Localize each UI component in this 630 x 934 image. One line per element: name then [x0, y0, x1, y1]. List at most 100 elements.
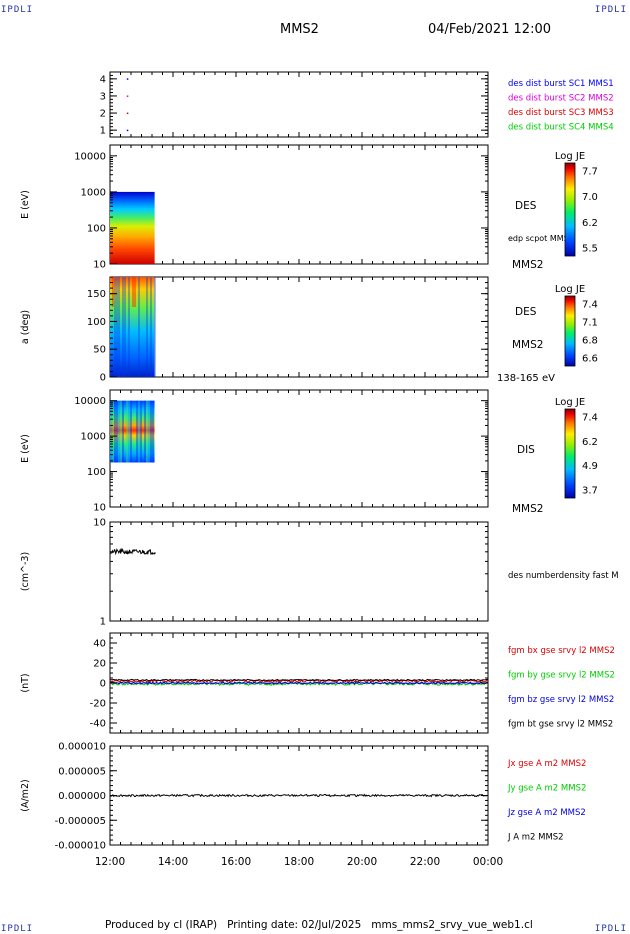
colorbar-tick-label: 7.4: [582, 413, 598, 424]
y-tick-label: 0: [100, 373, 106, 384]
colorbar-tick-label: 4.9: [582, 461, 598, 472]
y-tick-label: 100: [87, 223, 106, 234]
des-energy-heatmap: [110, 191, 155, 264]
legend-entry: des numberdensity fast M: [508, 571, 619, 581]
pitch-angle-stripe: [118, 277, 120, 377]
dis-energy-heatmap-stripe: [110, 400, 112, 463]
y-axis-label: E (eV): [20, 434, 31, 463]
x-tick-label: 16:00: [221, 856, 251, 868]
panel-frame: [109, 144, 489, 265]
legend-entry: Jz gse A m2 MMS2: [507, 808, 586, 818]
pitch-angle-stripe: [114, 277, 116, 377]
corner-label-top-right: IPDLI: [594, 5, 627, 15]
panel-frame: [109, 71, 489, 138]
y-axis-label: (cm^-3): [20, 552, 31, 591]
y-axis-label: (nT): [20, 673, 31, 692]
side-label: MMS2: [512, 503, 543, 515]
y-tick-label: 1: [100, 126, 106, 137]
dis-energy-heatmap-stripe: [144, 400, 146, 463]
y-tick-label: 1: [100, 617, 106, 628]
y-tick-label: 1000: [81, 187, 106, 198]
footer-credits: Produced by cl (IRAP) Printing date: 02/…: [105, 919, 533, 931]
current-series-line: [109, 793, 488, 798]
y-axis-label: a (deg): [20, 310, 31, 344]
side-label: MMS2: [512, 339, 543, 351]
y-axis-label: (A/m2): [20, 779, 31, 811]
x-tick-label: 18:00: [284, 856, 314, 868]
field-series-line: [109, 681, 489, 685]
legend-entry: des dist burst SC4 MMS4: [508, 123, 614, 133]
colorbar: [564, 295, 576, 367]
burst-marker: [126, 112, 129, 115]
corner-label-top-left: IPDLI: [1, 5, 34, 15]
pitch-angle-heatmap: [110, 277, 155, 377]
y-axis-label: E (eV): [20, 190, 31, 219]
colorbar-tick-label: 6.2: [582, 218, 598, 229]
colorbar-tick-label: 6.6: [582, 354, 598, 365]
field-series-line: [109, 678, 489, 682]
x-tick-label: 22:00: [410, 856, 440, 868]
pitch-angle-stripe: [138, 277, 140, 377]
dis-energy-heatmap-stripe: [122, 400, 124, 463]
side-label: DIS: [517, 444, 535, 456]
colorbar-tick-label: 7.4: [582, 300, 598, 311]
dis-energy-heatmap-stripe: [140, 400, 142, 463]
x-tick-label: 14:00: [158, 856, 188, 868]
y-tick-label: 4: [100, 74, 106, 85]
colorbar-tick-label: 3.7: [582, 486, 598, 497]
legend-entry: des dist burst SC2 MMS2: [508, 94, 614, 104]
y-tick-label: 0.000010: [58, 742, 106, 753]
side-label: DES: [515, 306, 537, 318]
y-tick-label: 150: [87, 289, 106, 300]
y-tick-label: 10000: [74, 151, 106, 162]
dis-energy-heatmap-stripe: [126, 400, 128, 463]
y-tick-label: 20: [93, 659, 106, 670]
colorbar: [564, 408, 576, 499]
dis-energy-heatmap-stripe: [130, 400, 132, 463]
colorbar-tick-label: 7.1: [582, 318, 598, 329]
colorbar-title: Log JE: [555, 151, 585, 162]
corner-label-bottom-left: IPDLI: [1, 924, 34, 934]
colorbar-tick-label: 6.8: [582, 336, 598, 347]
dis-energy-heatmap-stripe: [150, 400, 152, 463]
side-label: DES: [515, 200, 537, 212]
panel-frame: [109, 389, 489, 508]
y-tick-label: 10: [93, 518, 106, 529]
dis-energy-heatmap-stripe: [136, 400, 138, 463]
burst-marker: [126, 78, 129, 80]
dis-energy-heatmap-stripe: [138, 400, 140, 463]
y-tick-label: 0.000005: [58, 766, 106, 777]
dis-energy-heatmap-stripe: [116, 400, 118, 463]
dis-energy-heatmap-stripe: [128, 400, 130, 463]
legend-entry: fgm bt gse srvy l2 MMS2: [508, 720, 613, 730]
side-label: MMS2: [512, 259, 543, 271]
colorbar-tick-label: 7.0: [582, 192, 598, 203]
pitch-angle-stripe: [132, 277, 134, 307]
legend-entry: Jx gse A m2 MMS2: [507, 759, 586, 769]
spacecraft-title: MMS2: [280, 22, 319, 37]
y-tick-label: -0.000010: [55, 841, 106, 852]
legend-entry: fgm bx gse srvy l2 MMS2: [508, 646, 615, 656]
y-tick-label: 2: [100, 109, 106, 120]
dis-energy-heatmap-stripe: [112, 400, 114, 463]
legend-entry: J A m2 MMS2: [507, 833, 564, 843]
pitch-angle-stripe: [134, 277, 136, 307]
dis-energy-heatmap-stripe: [120, 400, 122, 463]
colorbar-tick-label: 5.5: [582, 244, 598, 255]
density-series-line: [109, 547, 156, 556]
y-tick-label: 0: [100, 679, 106, 690]
dis-energy-heatmap: [110, 400, 155, 463]
colorbar-title: Log JE: [555, 397, 585, 408]
pitch-angle-stripe: [124, 277, 126, 377]
y-tick-label: 3: [100, 91, 106, 102]
y-tick-label: -0.000005: [55, 816, 106, 827]
legend-entry: des dist burst SC3 MMS3: [508, 108, 614, 118]
datetime-title: 04/Feb/2021 12:00: [428, 22, 551, 37]
field-series-line: [109, 682, 489, 686]
pitch-angle-stripe: [122, 277, 124, 377]
y-tick-label: 10000: [74, 396, 106, 407]
dis-energy-heatmap-stripe: [146, 400, 148, 463]
legend-entry: des dist burst SC1 MMS1: [508, 79, 614, 89]
pitch-angle-stripe: [146, 277, 148, 377]
y-tick-label: -20: [90, 699, 106, 710]
